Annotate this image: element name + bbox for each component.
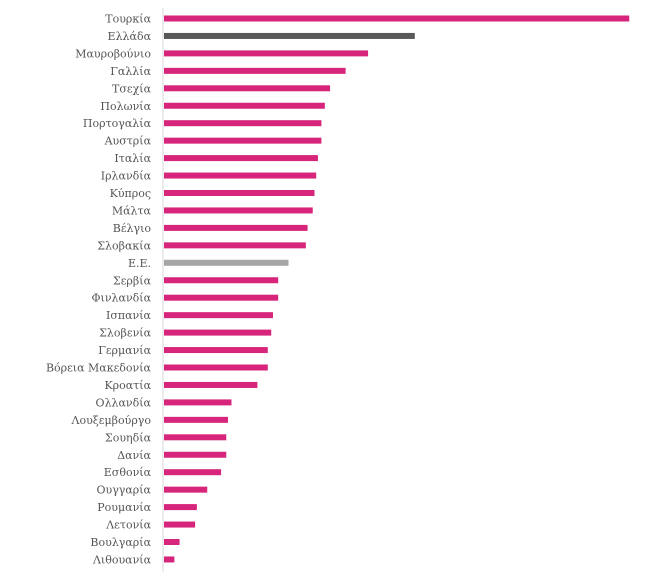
bar — [164, 155, 318, 162]
category-label: Τουρκία — [105, 13, 151, 26]
bar — [164, 207, 313, 214]
bar — [164, 137, 322, 144]
category-label: Σερβία — [113, 274, 152, 287]
category-label: Σλοβενία — [99, 327, 151, 340]
category-label: Γερμανία — [98, 344, 151, 357]
category-label: Ελλάδα — [108, 30, 152, 43]
bar — [164, 539, 180, 545]
bar — [164, 242, 306, 249]
bar — [164, 277, 279, 284]
category-label: Ρουμανία — [97, 501, 151, 514]
category-label: Ολλανδία — [96, 396, 152, 409]
category-label: Ε.Ε. — [128, 257, 151, 270]
bar — [164, 224, 308, 231]
category-label: Ιρλανδία — [101, 170, 152, 183]
bar — [164, 347, 268, 354]
category-label: Εσθονία — [104, 466, 152, 479]
bar — [164, 172, 317, 179]
category-label: Ουγγαρία — [97, 484, 152, 497]
category-label: Λετονία — [105, 519, 151, 532]
category-label: Αυστρία — [104, 135, 152, 148]
bar — [164, 259, 289, 266]
bar — [164, 312, 273, 319]
category-label: Σουηδία — [105, 431, 152, 444]
category-label: Φινλανδία — [92, 292, 152, 305]
bar — [164, 434, 227, 441]
category-label: Μαυροβούνιο — [75, 47, 151, 60]
bar — [164, 451, 227, 458]
category-label: Ισπανία — [106, 309, 152, 322]
bar — [164, 416, 228, 423]
bar — [164, 294, 279, 301]
bars — [164, 15, 630, 563]
category-labels: Τουρκία Ελλάδα Μαυροβούνιο Γαλλία Τσεχία Πολω… — [46, 13, 152, 567]
bar — [164, 504, 197, 511]
bar — [164, 15, 630, 22]
category-label: Κροατία — [104, 379, 151, 392]
category-label: Σλοβακία — [97, 239, 151, 252]
bar — [164, 556, 175, 563]
category-label: Βόρεια Μακεδονία — [46, 362, 152, 375]
bar — [164, 67, 346, 74]
category-label: Κύπρος — [110, 187, 151, 200]
bar — [164, 469, 222, 476]
bar — [164, 329, 272, 336]
bar — [164, 85, 331, 92]
bar — [164, 50, 369, 57]
bar — [164, 364, 268, 371]
bar — [164, 399, 232, 406]
bar — [164, 190, 315, 196]
bar — [164, 486, 208, 493]
category-label: Λουξεμβούργο — [71, 414, 152, 427]
category-label: Δανία — [117, 449, 151, 462]
category-label: Βέλγιο — [113, 222, 152, 235]
category-label: Βουλγαρία — [90, 536, 151, 549]
category-label: Πορτογαλία — [83, 117, 152, 130]
category-label: Ιταλία — [114, 152, 151, 165]
bar — [164, 381, 258, 388]
category-label: Μάλτα — [112, 204, 152, 217]
category-label: Γαλλία — [110, 65, 151, 78]
category-label: Λιθουανία — [92, 553, 152, 566]
bar — [164, 32, 415, 39]
bar — [164, 102, 325, 109]
category-label: Τσεχία — [112, 82, 152, 95]
bar — [164, 120, 322, 127]
category-label: Πολωνία — [100, 100, 151, 113]
bar — [164, 521, 196, 528]
